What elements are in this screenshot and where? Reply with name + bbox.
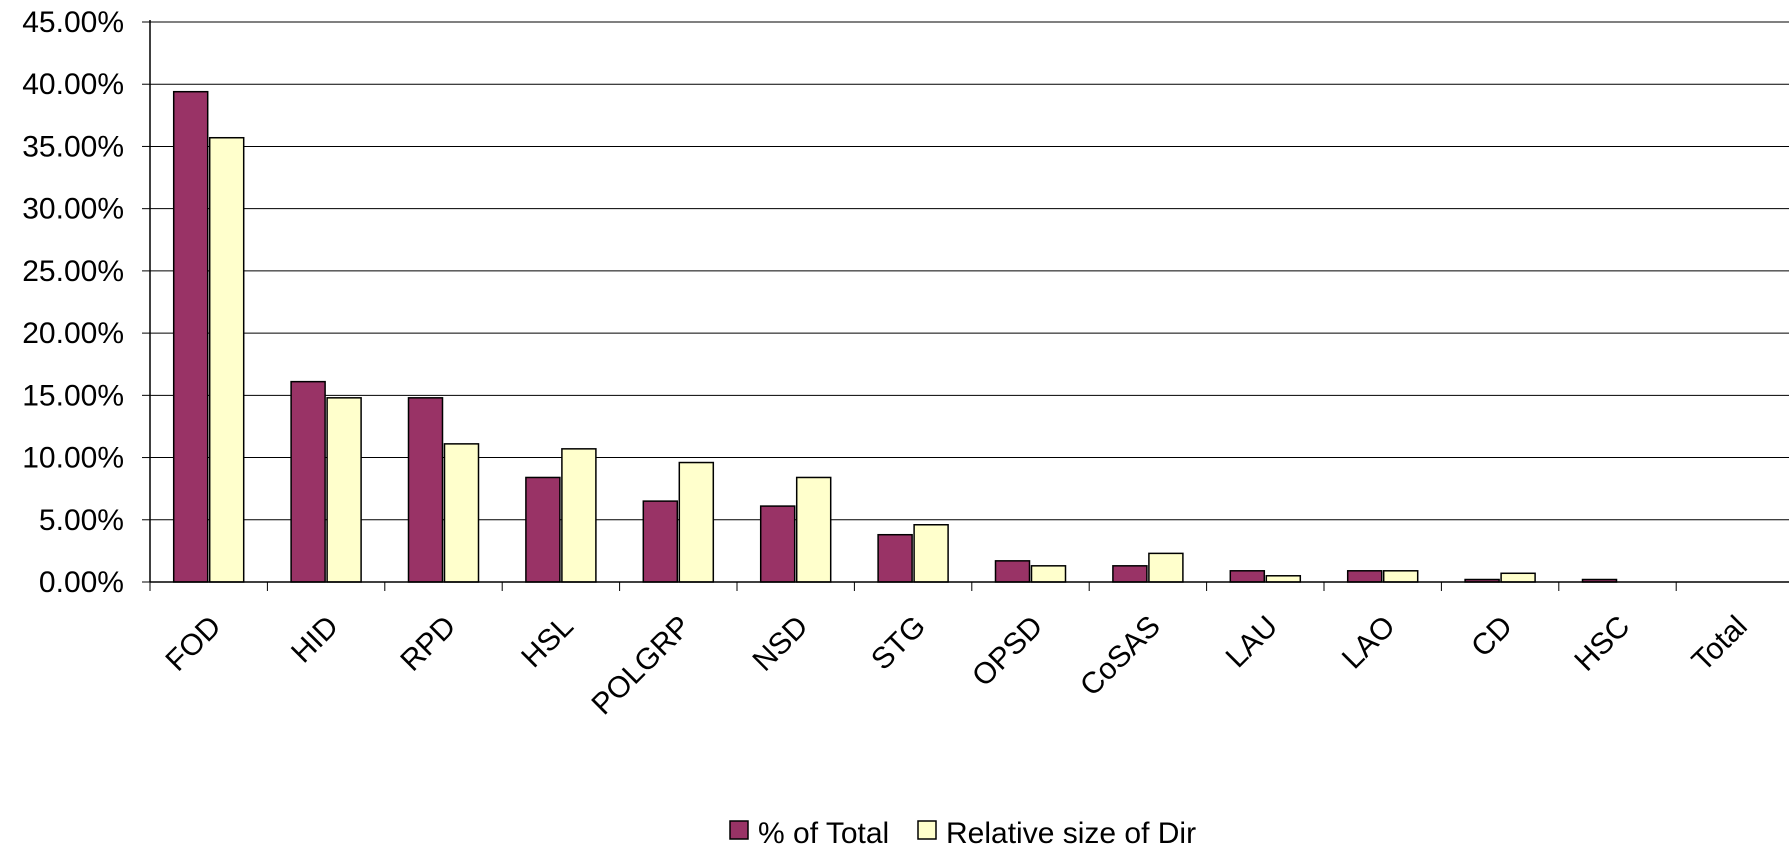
x-tick-label-stg: STG (865, 610, 932, 677)
bar-pct-of-total-hid (290, 380, 326, 583)
bar-pct-of-total-lau (1229, 570, 1266, 583)
bar-pct-of-total-fod (172, 90, 209, 583)
bar-pct-of-total-hsl (525, 476, 561, 583)
axes (149, 20, 1789, 583)
x-tick-label-cd: CD (1465, 610, 1519, 664)
x-tick-label-opsd: OPSD (966, 610, 1049, 693)
x-axis-ticks: FOD HID RPD HSL POLGRP NSD STG OPSD CoSAS LAU LAO C… (149, 582, 1754, 722)
bar-relative-size-stg (913, 524, 949, 583)
x-tick-label-hsc: HSC (1568, 610, 1636, 678)
x-tick-label-hid: HID (285, 610, 345, 670)
bar-relative-size-lao (1382, 570, 1419, 583)
bar-pct-of-total-stg (877, 533, 913, 583)
legend-swatch-1 (917, 820, 937, 840)
y-tick-label: 40.00% (22, 68, 124, 101)
bar-relative-size-rpd (443, 443, 480, 583)
bar-relative-size-polgrp (678, 461, 715, 583)
bar-relative-size-opsd (1030, 565, 1067, 583)
y-tick-label: 45.00% (22, 6, 124, 39)
gridlines (150, 21, 1789, 521)
y-axis-ticks: 0.00% 5.00% 10.00% 15.00% 20.00% 25.00% 30.00%… (22, 6, 150, 599)
bar-relative-size-nsd (795, 476, 832, 583)
bar-relative-size-lau (1265, 575, 1302, 583)
x-tick-label-nsd: NSD (747, 610, 815, 678)
bar-relative-size-hid (326, 397, 362, 583)
bar-relative-size-cosas (1148, 552, 1184, 583)
x-tick-label-polgrp: POLGRP (585, 610, 697, 722)
x-tick-label-fod: FOD (160, 610, 228, 678)
bar-relative-size-hsl (561, 448, 597, 583)
legend-swatch-0 (729, 820, 749, 840)
y-tick-label: 30.00% (22, 193, 124, 226)
y-tick-label: 20.00% (22, 317, 124, 350)
x-tick-label-cosas: CoSAS (1074, 610, 1167, 703)
bar-pct-of-total-cosas (1112, 565, 1148, 583)
bars (172, 90, 1618, 583)
x-tick-label-lao: LAO (1336, 610, 1402, 676)
bar-pct-of-total-polgrp (642, 500, 679, 583)
y-tick-label: 35.00% (22, 130, 124, 163)
legend: % of Total Relative size of Dir (729, 817, 1196, 850)
legend-label-0: % of Total (758, 817, 889, 850)
bar-pct-of-total-rpd (407, 397, 444, 583)
y-tick-label: 25.00% (22, 255, 124, 288)
legend-label-1: Relative size of Dir (946, 817, 1196, 850)
y-tick-label: 15.00% (22, 379, 124, 412)
bar-pct-of-total-lao (1346, 570, 1383, 583)
bar-pct-of-total-opsd (994, 560, 1031, 583)
x-tick-label-hsl: HSL (515, 610, 580, 675)
x-tick-label-rpd: RPD (394, 610, 462, 678)
bar-relative-size-cd (1500, 572, 1536, 583)
bar-pct-of-total-nsd (759, 505, 796, 583)
bar-relative-size-fod (208, 136, 245, 583)
y-tick-label: 5.00% (39, 504, 124, 537)
y-tick-label: 0.00% (39, 566, 124, 599)
y-tick-label: 10.00% (22, 442, 124, 475)
x-tick-label-total: Total (1686, 610, 1754, 678)
x-tick-label-lau: LAU (1220, 610, 1285, 675)
